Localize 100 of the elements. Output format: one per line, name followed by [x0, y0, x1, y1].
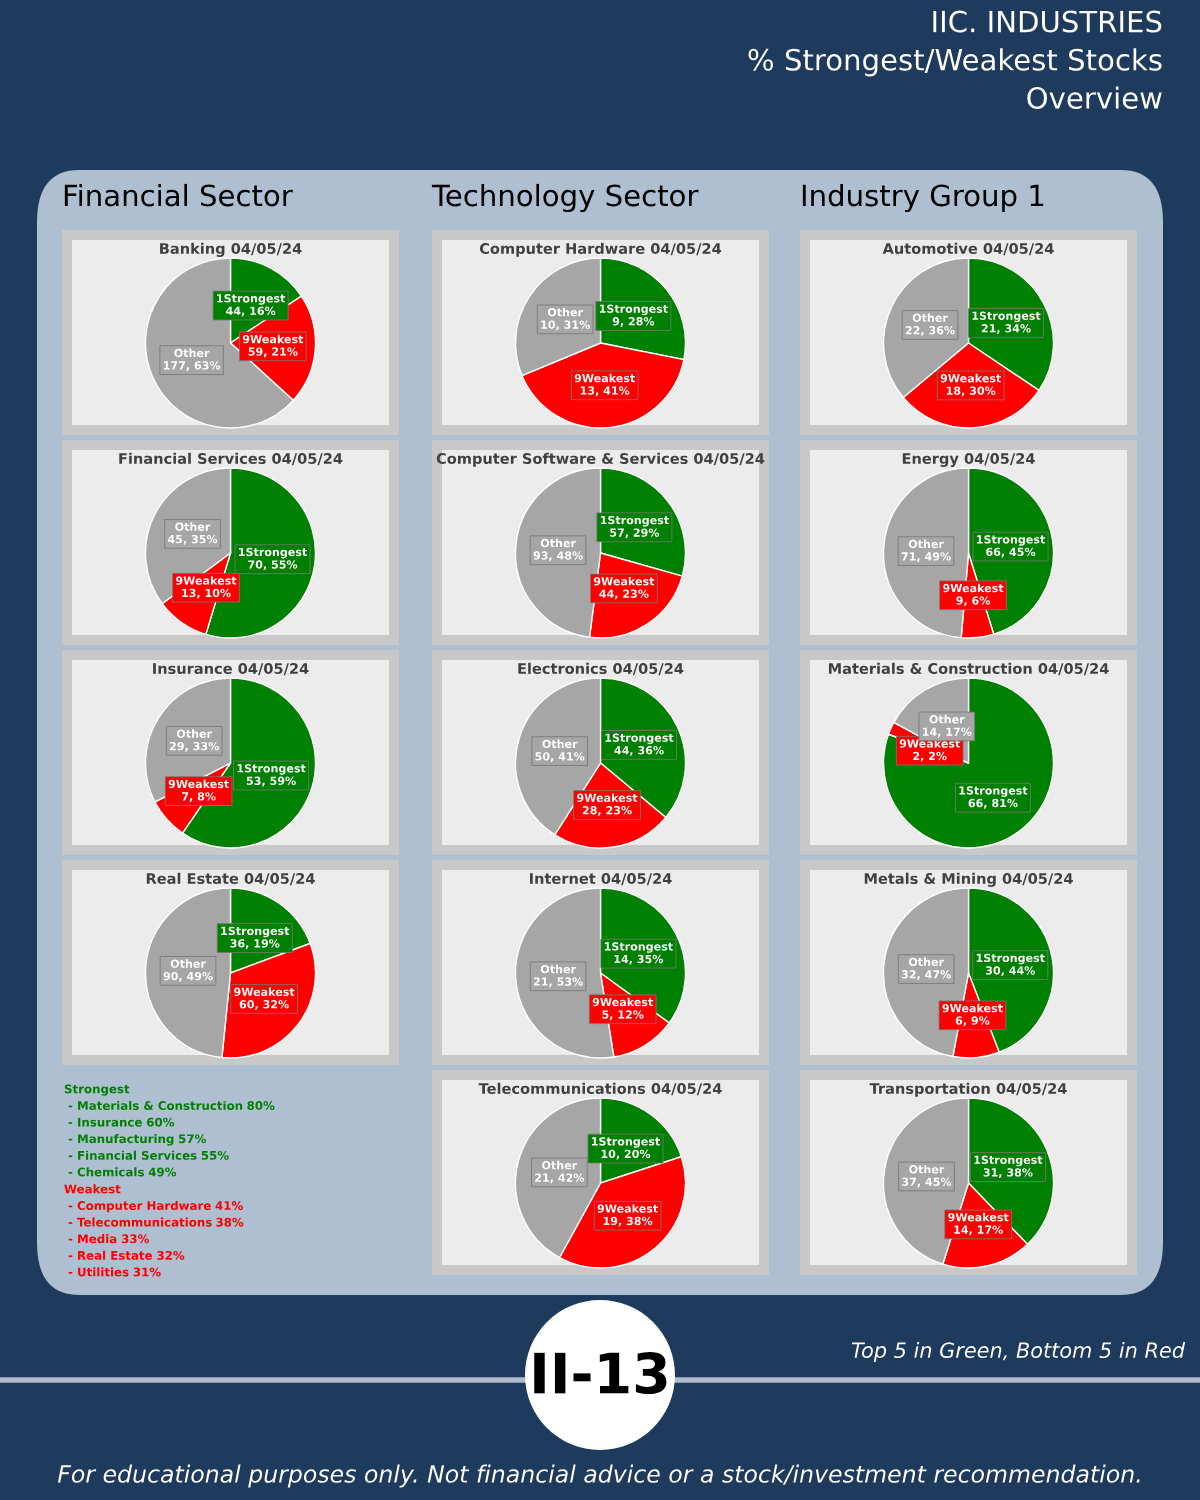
category-label: - Telecommunications	[68, 1217, 212, 1227]
data-label: 21, 34%	[981, 324, 1031, 334]
slice-label: Other	[929, 714, 965, 724]
slice-label: 1Strongest	[591, 1137, 660, 1148]
slice-label: 9Weakest	[593, 576, 655, 586]
slice-label: Other	[547, 307, 583, 317]
slice-label: 1Strongest	[239, 547, 308, 559]
chart-title: Telecommunications 04/05/24	[478, 1082, 722, 1096]
data-label: 31%	[133, 1267, 161, 1277]
data-label: 71, 49%	[901, 552, 951, 563]
slice-label: Other	[174, 348, 210, 358]
slice-label: 9Weakest	[242, 334, 304, 344]
slice-label: 1Strongest	[972, 311, 1041, 323]
slice-label: 1Strongest	[599, 304, 668, 316]
data-label: 55%	[201, 1150, 229, 1160]
data-label: 14, 17%	[954, 1225, 1003, 1236]
chart-title: Computer Hardware 04/05/24	[479, 242, 722, 257]
slice-label: 9Weakest	[577, 793, 638, 802]
chart-subtitle: Industry Group 1	[802, 183, 1044, 213]
data-label: 19, 38%	[603, 1216, 653, 1227]
slice-label: 9Weakest	[176, 576, 237, 585]
slice-label: 9Weakest	[943, 583, 1004, 593]
slice-label: Other	[908, 539, 944, 549]
data-label: 5, 12%	[602, 1010, 644, 1021]
category-label: - Insurance	[68, 1117, 142, 1127]
slice-label: 1Strongest	[600, 515, 669, 527]
text: For educational purposes only. Not financial advice or a stock/investment recommendation.	[57, 1464, 1140, 1488]
category-label: - Financial Services	[68, 1150, 197, 1160]
data-label: 38%	[216, 1217, 244, 1227]
slice-label: 1Strongest	[974, 1155, 1043, 1167]
data-label: 66, 81%	[968, 798, 1018, 809]
data-label: 18, 30%	[946, 386, 996, 397]
data-label: 41%	[215, 1201, 243, 1211]
slice-label: 1Strongest	[976, 953, 1045, 965]
data-label: 14, 35%	[614, 954, 664, 965]
category-label: - Utilities	[68, 1267, 129, 1277]
chart-title: Banking 04/05/24	[160, 242, 302, 257]
data-label: 53, 59%	[246, 776, 296, 787]
slice-label: 1Strongest	[977, 535, 1046, 546]
data-label: 44, 23%	[599, 589, 649, 600]
data-label: 13, 10%	[182, 588, 231, 599]
category-label: - Manufacturing	[68, 1134, 174, 1146]
chart-title: Energy 04/05/24	[902, 453, 1035, 467]
data-label: 32%	[157, 1250, 185, 1260]
data-label: 22, 36%	[905, 326, 955, 336]
slice-label: Other	[912, 313, 948, 322]
data-label: 21, 42%	[535, 1173, 585, 1184]
category-label: - Media	[68, 1234, 117, 1244]
data-label: 28, 23%	[582, 806, 632, 816]
slice-label: 9Weakest	[942, 1003, 1003, 1013]
legend-label: Strongest	[64, 1084, 130, 1096]
data-label: 93, 48%	[533, 551, 583, 562]
data-label: 44, 36%	[614, 746, 664, 756]
text: Top 5 in Green, Bottom 5 in Red	[851, 1341, 1186, 1363]
legend-label: Weakest	[64, 1184, 121, 1194]
data-label: 45, 35%	[167, 534, 218, 545]
chart-title: Internet 04/05/24	[529, 873, 672, 886]
slice-label: 9Weakest	[899, 739, 961, 748]
slice-label: Other	[540, 538, 576, 548]
data-label: 57%	[179, 1134, 207, 1144]
data-label: 30, 44%	[985, 966, 1035, 977]
slice-label: Other	[909, 1164, 945, 1174]
data-label: 60%	[146, 1117, 175, 1127]
data-label: 70, 55%	[248, 560, 298, 571]
data-label: 29, 33%	[170, 741, 219, 752]
data-label: 66, 45%	[986, 547, 1036, 558]
data-label: 59, 21%	[248, 347, 298, 358]
chart-title: Financial Services 04/05/24	[119, 452, 343, 466]
data-label: 10, 31%	[541, 320, 590, 331]
slice-label: Other	[908, 957, 944, 967]
slice-label: 1Strongest	[959, 786, 1028, 797]
data-label: 90, 49%	[163, 971, 213, 982]
slice-label: Other	[540, 964, 576, 974]
category-label: - Real Estate	[68, 1250, 153, 1260]
slice-label: Other	[175, 522, 211, 531]
slice-label: 9Weakest	[940, 373, 1002, 383]
data-label: 31, 38%	[983, 1168, 1033, 1178]
slice-label: 9Weakest	[234, 987, 295, 997]
chart-title: Computer Software & Services 04/05/24	[436, 452, 765, 467]
data-label: 60, 32%	[239, 1000, 289, 1010]
slice-label: Other	[542, 739, 578, 749]
text: IIC. INDUSTRIES % Strongest/Weakest Stocks Overview	[748, 10, 1162, 109]
chart-title: Insurance 04/05/24	[153, 663, 309, 676]
data-label: 9, 28%	[612, 317, 655, 327]
slice-label: 1Strongest	[237, 764, 306, 775]
data-label: 10, 20%	[601, 1149, 651, 1160]
slice-label: 9Weakest	[168, 779, 229, 789]
slice-label: 1Strongest	[605, 733, 674, 745]
data-label: 21, 53%	[533, 977, 583, 988]
category-label: - Chemicals	[68, 1167, 144, 1177]
slice-label: 1Strongest	[221, 926, 290, 938]
data-label: 44, 16%	[226, 306, 276, 317]
category-label: - Materials & Construction	[68, 1100, 243, 1111]
slice-label: Other	[176, 729, 213, 738]
data-label: 32, 47%	[901, 970, 951, 980]
chart-title: Real Estate 04/05/24	[146, 872, 315, 886]
slice-label: 9Weakest	[574, 373, 635, 383]
text: II-13	[534, 1352, 667, 1395]
slice-label: Other	[170, 959, 206, 968]
slice-label: 9Weakest	[592, 997, 654, 1007]
